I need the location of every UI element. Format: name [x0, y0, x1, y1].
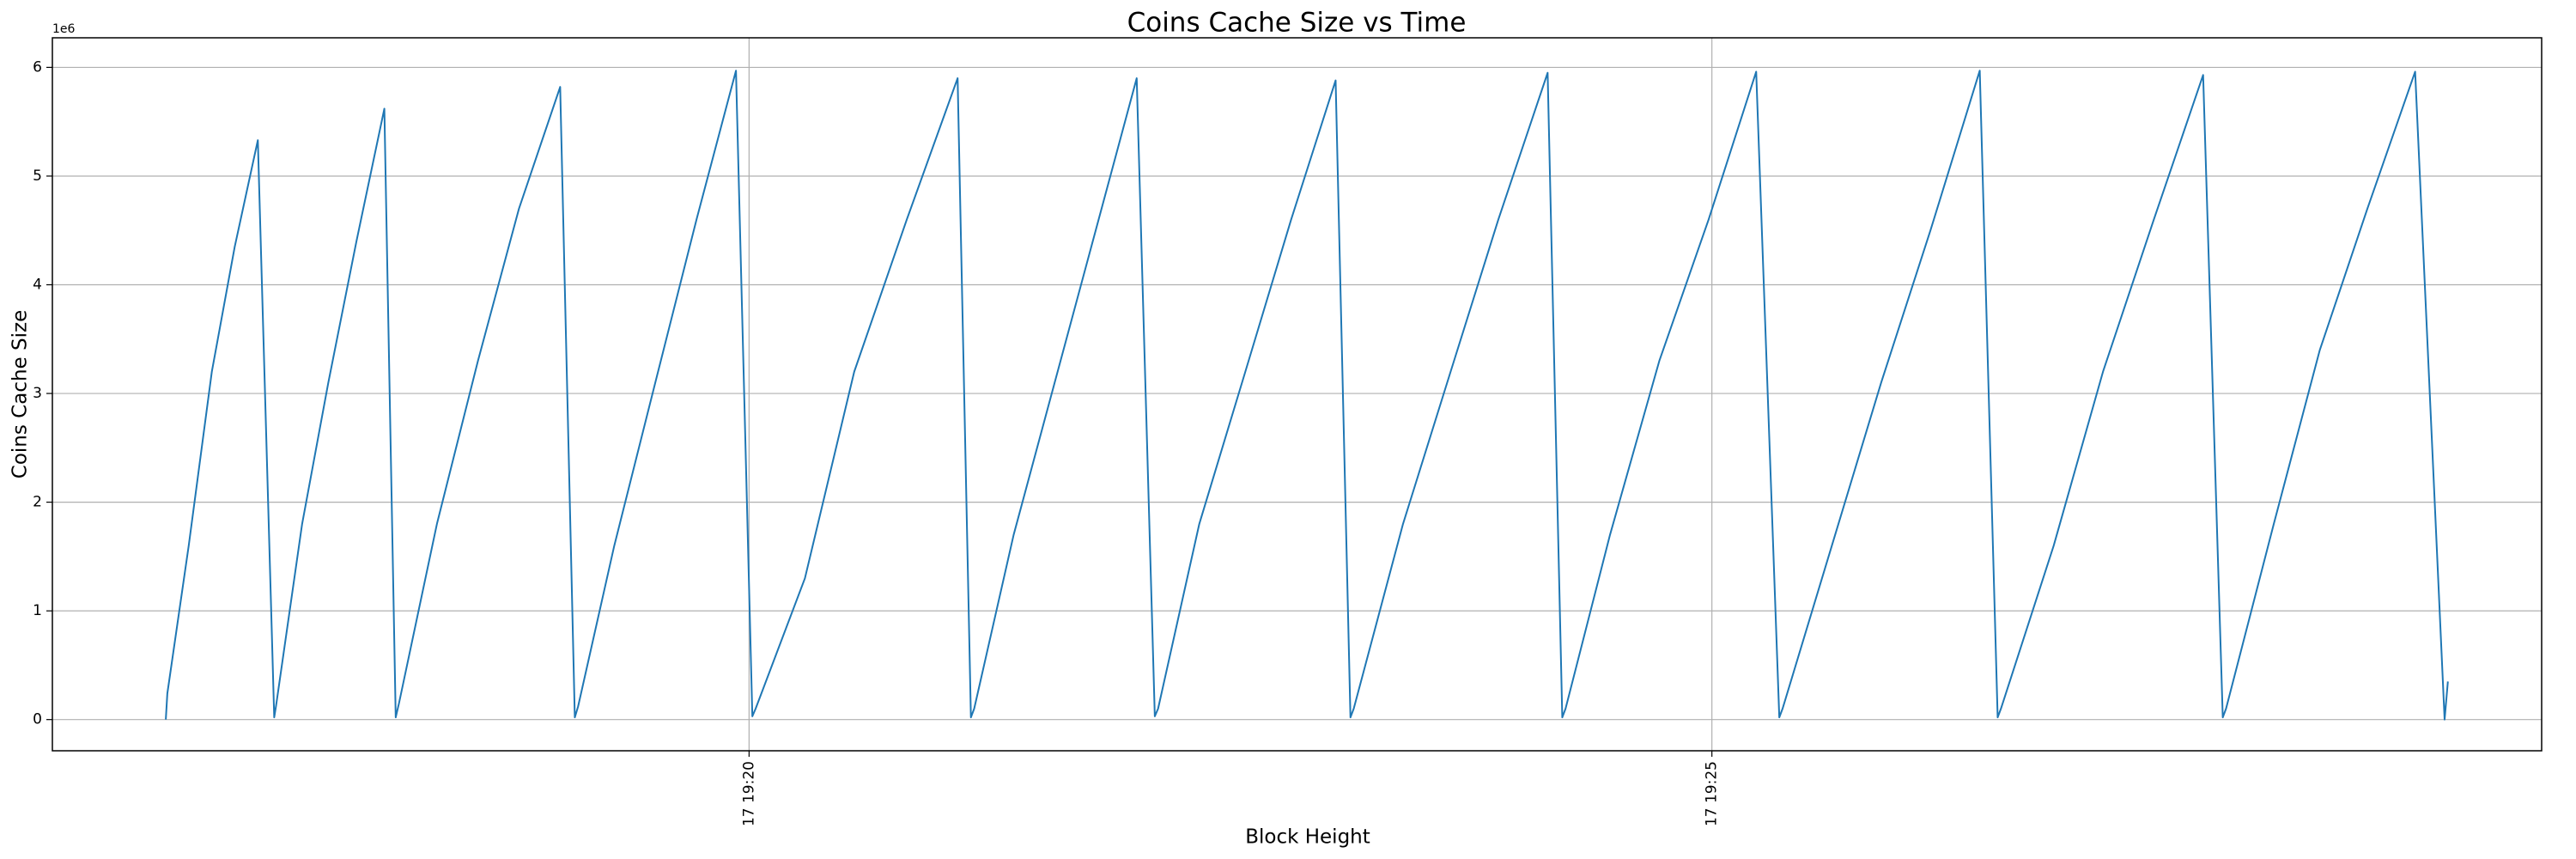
x-tick-label: 17 19:25 — [1704, 761, 1721, 826]
y-tick-label: 6 — [33, 58, 42, 76]
y-tick-label: 0 — [33, 711, 42, 728]
y-tick-label: 3 — [33, 385, 42, 402]
x-axis-label: Block Height — [1245, 826, 1370, 849]
y-tick-label: 4 — [33, 277, 42, 294]
y-axis-label: Coins Cache Size — [9, 310, 32, 478]
y-tick-label: 2 — [33, 494, 42, 511]
chart-title: Coins Cache Size vs Time — [1127, 8, 1467, 39]
data-line — [165, 70, 2449, 721]
y-tick-label: 5 — [33, 168, 42, 185]
y-tick-label: 1 — [33, 602, 42, 619]
x-tick-label: 17 19:20 — [740, 761, 757, 826]
plot-frame — [52, 37, 2543, 752]
y-offset-text: 1e6 — [52, 22, 76, 36]
